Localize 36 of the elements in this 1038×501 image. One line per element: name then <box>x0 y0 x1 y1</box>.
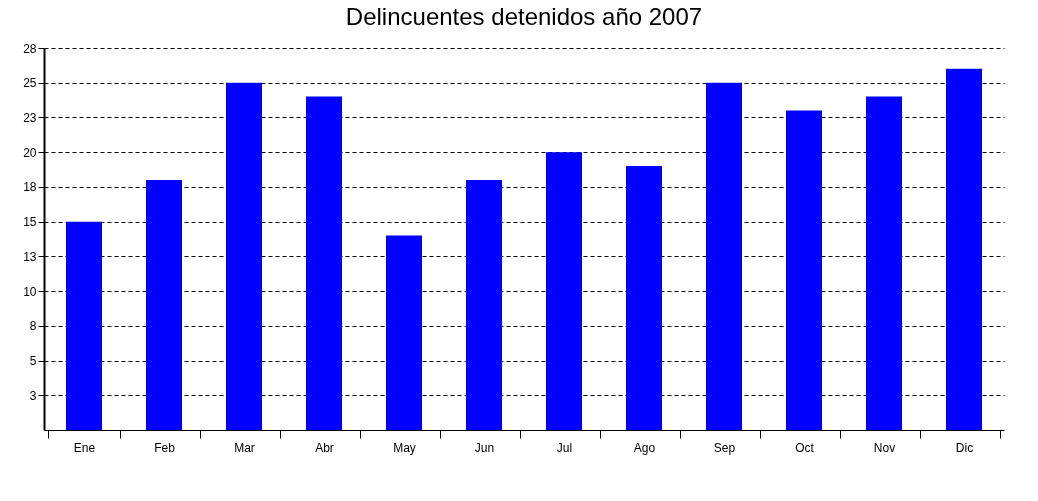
x-tick-label: Feb <box>154 440 176 455</box>
y-tick-label: 25 <box>23 76 37 91</box>
x-tick-label: Mar <box>234 440 255 455</box>
bar <box>306 96 342 430</box>
x-tick-label: Ago <box>633 440 656 455</box>
y-tick-label: 13 <box>23 249 37 264</box>
x-tick-label: May <box>393 440 416 455</box>
y-tick-label: 3 <box>29 388 37 403</box>
bar <box>146 179 182 430</box>
chart-title: Delincuentes detenidos año 2007 <box>345 3 703 30</box>
y-tick-label: 10 <box>23 284 37 299</box>
x-tick-label: Dic <box>955 440 974 455</box>
y-tick-label: 20 <box>23 145 37 160</box>
x-tick-label: Nov <box>873 440 896 455</box>
bar <box>66 221 102 430</box>
x-tick-label: Oct <box>795 440 815 455</box>
y-tick-label: 15 <box>23 215 37 230</box>
bar <box>466 179 502 430</box>
bar <box>866 96 902 430</box>
x-tick-label: Jun <box>474 440 495 455</box>
bar <box>706 82 742 430</box>
bar <box>946 68 982 430</box>
bar <box>626 166 662 430</box>
y-tick-label: 28 <box>23 41 37 56</box>
bar <box>546 152 582 430</box>
y-tick-label: 18 <box>23 180 37 195</box>
y-tick-label: 23 <box>23 110 37 125</box>
y-tick-label: 8 <box>29 319 37 334</box>
x-tick-label: Ene <box>73 440 96 455</box>
y-tick-label: 5 <box>29 354 37 369</box>
x-tick-label: Abr <box>315 440 334 455</box>
x-tick-label: Sep <box>713 440 736 455</box>
bar <box>386 235 422 430</box>
x-tick-label: Jul <box>556 440 573 455</box>
bar <box>786 110 822 430</box>
bar <box>226 82 262 430</box>
